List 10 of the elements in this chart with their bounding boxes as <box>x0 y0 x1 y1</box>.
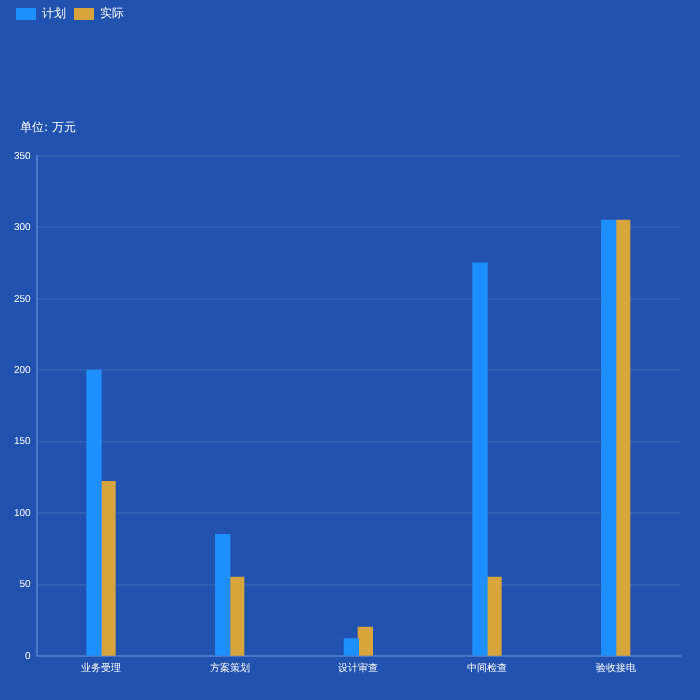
bar <box>343 638 359 656</box>
bar <box>100 481 116 656</box>
bar <box>615 219 631 656</box>
bar <box>486 576 502 656</box>
bar <box>229 576 245 656</box>
bar <box>215 533 231 656</box>
bar <box>472 262 488 656</box>
bar <box>601 219 617 656</box>
bar <box>86 369 102 656</box>
bar <box>357 626 373 656</box>
